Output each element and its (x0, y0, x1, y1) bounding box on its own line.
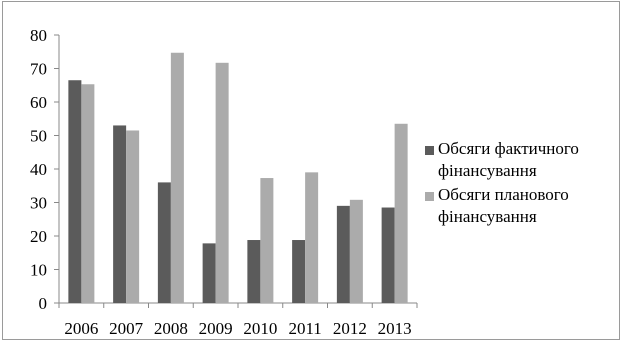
bar-planned-2012 (349, 199, 363, 303)
legend-item-planned: Обсяги планового фінансування (425, 184, 621, 228)
y-tick-label: 30 (30, 194, 47, 213)
bar-planned-2006 (81, 84, 95, 304)
chart-frame: 0 10 20 30 40 50 60 70 80 2006 2007 2008 2009 2010 201… (2, 1, 620, 340)
bar-actual-2008 (157, 182, 171, 303)
y-tick-label: 10 (30, 261, 47, 280)
y-tick-label: 80 (30, 26, 47, 45)
x-tick-label: 2007 (109, 319, 144, 338)
x-tick-label: 2008 (154, 319, 188, 338)
y-tick-label: 0 (39, 294, 48, 313)
bar-actual-2012 (336, 205, 350, 303)
legend-label-actual: Обсяги фактичного фінансування (438, 139, 579, 180)
x-tick-label: 2006 (64, 319, 98, 338)
bar-planned-2009 (215, 62, 229, 304)
bar-planned-2011 (305, 172, 319, 303)
bar-actual-2006 (68, 80, 82, 303)
legend-swatch-actual (425, 146, 434, 155)
y-tick-label: 40 (30, 160, 47, 179)
bar-actual-2013 (381, 207, 395, 303)
legend: Обсяги фактичного фінансування Обсяги пл… (425, 138, 621, 230)
y-tick-label: 70 (30, 60, 47, 79)
bar-planned-2008 (170, 52, 184, 303)
y-tick-label: 20 (30, 227, 47, 246)
bar-planned-2010 (260, 178, 274, 303)
legend-label-planned: Обсяги планового фінансування (438, 185, 569, 226)
y-tick-label: 60 (30, 93, 47, 112)
y-tick-label: 50 (30, 127, 47, 146)
bar-actual-2007 (113, 125, 127, 303)
x-tick-label: 2012 (333, 319, 367, 338)
legend-swatch-planned (425, 192, 434, 201)
bar-planned-2007 (126, 130, 140, 303)
x-tick-label: 2013 (378, 319, 412, 338)
bar-planned-2013 (394, 123, 408, 304)
bar-chart: 0 10 20 30 40 50 60 70 80 2006 2007 2008 2009 2010 201… (30, 26, 418, 338)
x-tick-label: 2011 (288, 319, 321, 338)
bar-actual-2009 (202, 243, 216, 303)
legend-item-actual: Обсяги фактичного фінансування (425, 138, 621, 182)
x-tick-label: 2009 (199, 319, 233, 338)
bar-actual-2010 (247, 240, 261, 303)
bar-actual-2011 (292, 240, 306, 303)
x-tick-label: 2010 (243, 319, 277, 338)
